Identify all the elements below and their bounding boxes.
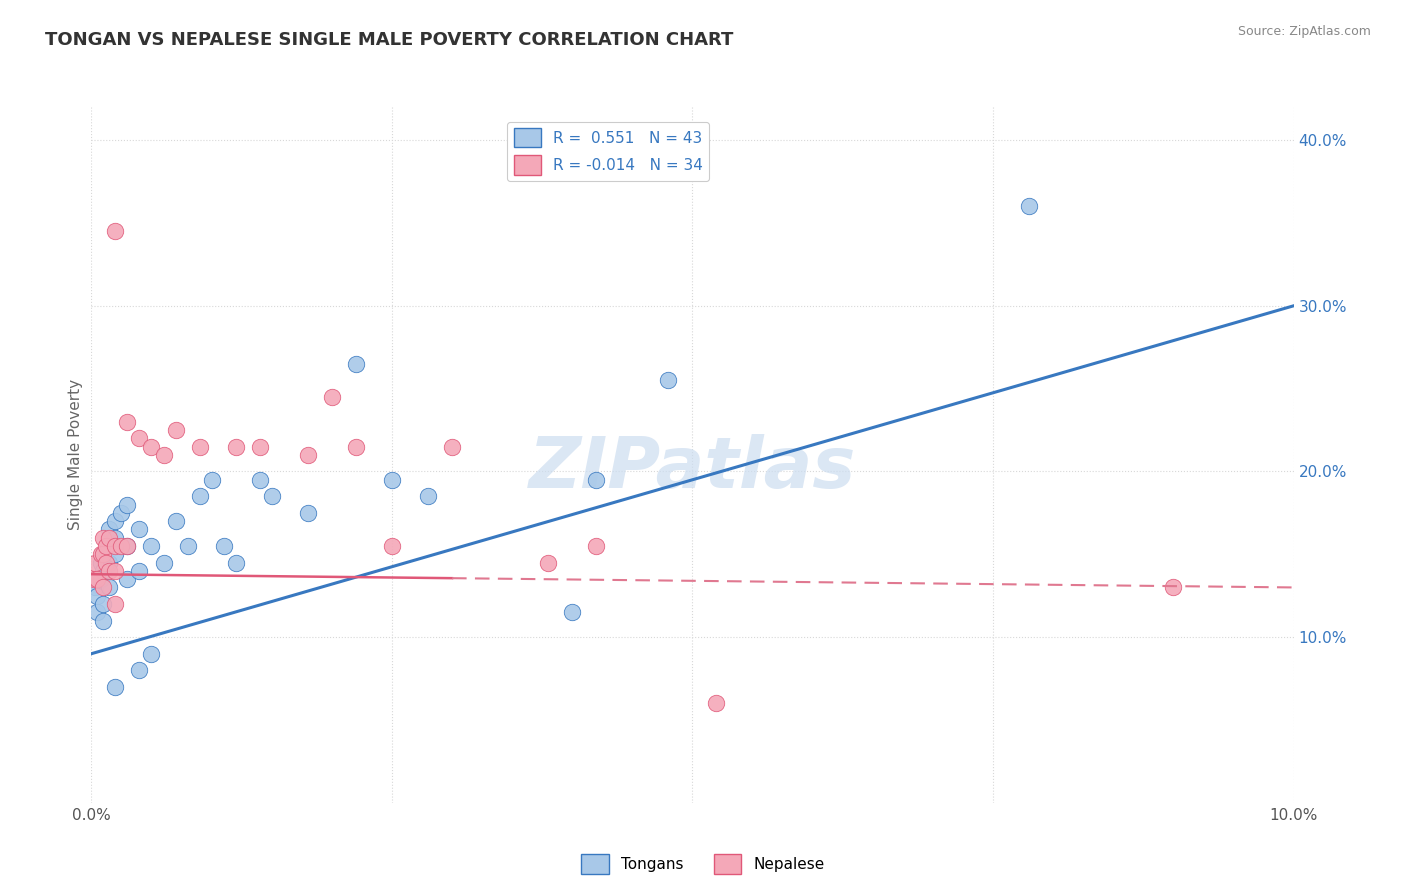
Point bbox=[128, 663, 150, 677]
Point bbox=[93, 547, 115, 561]
Point bbox=[98, 564, 121, 578]
Point bbox=[86, 572, 108, 586]
Point bbox=[90, 572, 112, 586]
Point bbox=[344, 357, 367, 371]
Point bbox=[117, 572, 139, 586]
Point bbox=[104, 531, 127, 545]
Point bbox=[86, 589, 108, 603]
Point bbox=[117, 539, 139, 553]
Point bbox=[706, 697, 728, 711]
Point bbox=[141, 440, 163, 454]
Point bbox=[117, 539, 139, 553]
Text: ZIPatlas: ZIPatlas bbox=[529, 434, 856, 503]
Point bbox=[86, 605, 108, 619]
Point bbox=[110, 506, 132, 520]
Point bbox=[249, 440, 271, 454]
Point bbox=[561, 605, 583, 619]
Point bbox=[104, 597, 127, 611]
Text: TONGAN VS NEPALESE SINGLE MALE POVERTY CORRELATION CHART: TONGAN VS NEPALESE SINGLE MALE POVERTY C… bbox=[45, 31, 734, 49]
Point bbox=[117, 415, 139, 429]
Point bbox=[585, 473, 607, 487]
Point bbox=[94, 556, 117, 570]
Legend: Tongans, Nepalese: Tongans, Nepalese bbox=[575, 848, 831, 880]
Point bbox=[104, 514, 127, 528]
Point bbox=[93, 581, 115, 595]
Point bbox=[165, 514, 187, 528]
Point bbox=[188, 489, 211, 503]
Point bbox=[104, 224, 127, 238]
Point bbox=[98, 581, 121, 595]
Point bbox=[152, 448, 174, 462]
Point bbox=[98, 531, 121, 545]
Point bbox=[297, 448, 319, 462]
Point bbox=[128, 564, 150, 578]
Point bbox=[98, 523, 121, 537]
Point bbox=[152, 556, 174, 570]
Point bbox=[165, 423, 187, 437]
Point bbox=[260, 489, 283, 503]
Point bbox=[188, 440, 211, 454]
Text: Source: ZipAtlas.com: Source: ZipAtlas.com bbox=[1237, 25, 1371, 38]
Point bbox=[201, 473, 224, 487]
Point bbox=[225, 556, 247, 570]
Point bbox=[117, 498, 139, 512]
Point bbox=[141, 539, 163, 553]
Point bbox=[440, 440, 463, 454]
Point bbox=[98, 539, 121, 553]
Point bbox=[90, 556, 112, 570]
Point bbox=[93, 531, 115, 545]
Point bbox=[83, 572, 105, 586]
Point bbox=[585, 539, 607, 553]
Point bbox=[225, 440, 247, 454]
Point bbox=[90, 547, 112, 561]
Point bbox=[416, 489, 439, 503]
Point bbox=[657, 373, 679, 387]
Point bbox=[381, 539, 404, 553]
Point bbox=[212, 539, 235, 553]
Point bbox=[321, 390, 343, 404]
Point bbox=[104, 680, 127, 694]
Point bbox=[141, 647, 163, 661]
Y-axis label: Single Male Poverty: Single Male Poverty bbox=[67, 379, 83, 531]
Point bbox=[84, 581, 107, 595]
Point bbox=[93, 547, 115, 561]
Point bbox=[128, 523, 150, 537]
Point bbox=[1018, 199, 1040, 213]
Point bbox=[249, 473, 271, 487]
Point bbox=[98, 556, 121, 570]
Point bbox=[176, 539, 198, 553]
Point bbox=[1161, 581, 1184, 595]
Point bbox=[381, 473, 404, 487]
Point bbox=[84, 556, 107, 570]
Point bbox=[94, 539, 117, 553]
Point bbox=[104, 539, 127, 553]
Point bbox=[93, 614, 115, 628]
Point bbox=[93, 597, 115, 611]
Point bbox=[344, 440, 367, 454]
Point bbox=[104, 547, 127, 561]
Point bbox=[128, 431, 150, 445]
Point bbox=[110, 539, 132, 553]
Point bbox=[537, 556, 560, 570]
Point bbox=[93, 564, 115, 578]
Point bbox=[297, 506, 319, 520]
Point bbox=[104, 564, 127, 578]
Legend: R =  0.551   N = 43, R = -0.014   N = 34: R = 0.551 N = 43, R = -0.014 N = 34 bbox=[508, 121, 709, 181]
